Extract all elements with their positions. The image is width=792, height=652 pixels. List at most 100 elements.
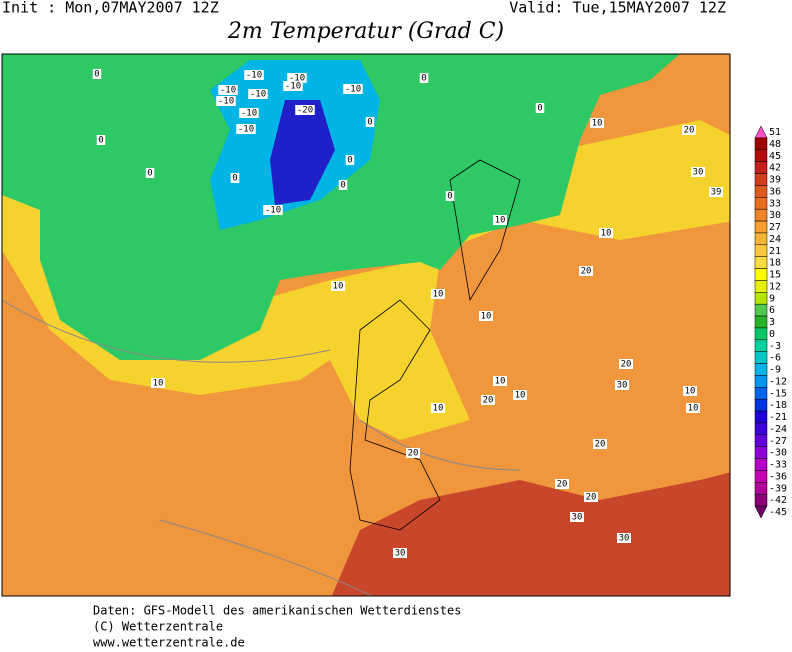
footer-line: www.wetterzentrale.de bbox=[93, 636, 245, 649]
contour-label-box bbox=[431, 289, 445, 299]
coastline bbox=[349, 159, 521, 531]
contour-label: 0 bbox=[340, 181, 345, 191]
contour-label-box bbox=[593, 439, 607, 449]
legend-label: 6 bbox=[769, 305, 775, 316]
legend-swatch bbox=[754, 458, 768, 471]
contour-label-box bbox=[365, 117, 375, 127]
contour-label: 0 bbox=[147, 169, 152, 179]
contour-label-box bbox=[570, 512, 584, 522]
legend-swatch bbox=[754, 244, 768, 257]
legend-label: 3 bbox=[769, 317, 775, 328]
legend-label: -27 bbox=[769, 436, 787, 447]
footer-line: (C) Wetterzentrale bbox=[93, 620, 223, 634]
legend-label: 42 bbox=[769, 163, 781, 174]
contour-label-box bbox=[691, 167, 705, 177]
legend-swatch bbox=[754, 292, 768, 305]
contour-label: 10 bbox=[495, 377, 506, 387]
legend-swatch bbox=[754, 493, 768, 507]
contour-label: -10 bbox=[241, 109, 257, 119]
contour-label-box bbox=[263, 205, 283, 215]
contour-label: 10 bbox=[515, 391, 526, 401]
contour-label-box bbox=[218, 85, 238, 95]
contour-label-box bbox=[709, 187, 723, 197]
contour-label: 20 bbox=[595, 440, 606, 450]
contour-label-box bbox=[682, 125, 696, 135]
contour-label: 10 bbox=[481, 312, 492, 322]
contour-label: 20 bbox=[557, 480, 568, 490]
legend-label: 51 bbox=[769, 127, 781, 138]
contour-label: 20 bbox=[684, 126, 695, 136]
contour-label-box bbox=[244, 70, 264, 80]
legend-label: 30 bbox=[769, 210, 781, 221]
contour-label-box bbox=[535, 103, 545, 113]
legend-swatch bbox=[754, 232, 768, 246]
contour-label: 10 bbox=[153, 379, 164, 389]
contour-label: -10 bbox=[250, 90, 266, 100]
contour-label-box bbox=[619, 359, 633, 369]
legend-label: 27 bbox=[769, 222, 781, 233]
legend-label: 12 bbox=[769, 281, 781, 292]
contour-label-box bbox=[287, 73, 307, 83]
contour-label: 30 bbox=[572, 513, 583, 523]
contour-label: 10 bbox=[592, 119, 603, 129]
legend-swatch bbox=[754, 339, 768, 352]
contour-label-box bbox=[145, 168, 155, 178]
legend-label: -30 bbox=[769, 448, 787, 459]
contour-label: -20 bbox=[297, 106, 313, 116]
legend-label: -33 bbox=[769, 460, 787, 471]
legend-swatch bbox=[754, 327, 768, 341]
contour-line bbox=[2, 299, 521, 596]
contour-label-box bbox=[96, 135, 106, 145]
contour-label: -10 bbox=[246, 71, 262, 81]
contour-label: 20 bbox=[581, 267, 592, 277]
contour-label: 20 bbox=[408, 449, 419, 459]
legend-label: 0 bbox=[769, 329, 775, 340]
legend-label: 15 bbox=[769, 270, 781, 281]
contour-label: 10 bbox=[685, 387, 696, 397]
contour-label: 39 bbox=[711, 188, 722, 198]
contour-label-box bbox=[230, 173, 240, 183]
contour-label: -10 bbox=[218, 97, 234, 107]
contour-label-box bbox=[331, 281, 345, 291]
legend-label: -42 bbox=[769, 495, 787, 506]
contour-label: -10 bbox=[345, 85, 361, 95]
contour-label: 20 bbox=[586, 493, 597, 503]
legend-label: 21 bbox=[769, 246, 781, 257]
legend-swatch bbox=[754, 149, 768, 162]
contour-label-box bbox=[579, 266, 593, 276]
contour-label-box bbox=[92, 69, 102, 79]
contour-label-box bbox=[599, 228, 613, 238]
contour-label: 0 bbox=[347, 156, 352, 166]
contour-label: 0 bbox=[537, 104, 542, 114]
legend-label: 39 bbox=[769, 175, 781, 186]
legend-swatch bbox=[754, 161, 768, 174]
contour-label: 0 bbox=[447, 192, 452, 202]
contour-label-box bbox=[686, 403, 700, 413]
map-hot-area bbox=[331, 472, 730, 596]
legend-label: -18 bbox=[769, 400, 787, 411]
legend-swatch bbox=[754, 434, 768, 447]
contour-label-box bbox=[615, 380, 629, 390]
legend-arrow bbox=[754, 505, 768, 519]
legend-label: 33 bbox=[769, 198, 781, 209]
contour-label-box bbox=[283, 81, 303, 91]
contour-label: 10 bbox=[601, 229, 612, 239]
legend-swatch bbox=[754, 470, 768, 483]
legend-label: -45 bbox=[769, 507, 787, 518]
legend-swatch bbox=[754, 446, 768, 459]
legend-label: 24 bbox=[769, 234, 781, 245]
contour-label-box bbox=[393, 548, 407, 558]
contour-label-box bbox=[493, 376, 507, 386]
contour-label: 20 bbox=[483, 396, 494, 406]
legend-swatch bbox=[754, 363, 768, 376]
contour-label: -10 bbox=[238, 125, 254, 135]
legend-swatch bbox=[754, 256, 768, 269]
contour-label-box bbox=[584, 492, 598, 502]
legend-swatch bbox=[754, 137, 768, 151]
contour-label: -10 bbox=[220, 86, 236, 96]
legend-swatch bbox=[754, 387, 768, 400]
map-cool-area bbox=[2, 54, 680, 360]
legend-label: -24 bbox=[769, 424, 787, 435]
legend-label: -9 bbox=[769, 365, 781, 376]
